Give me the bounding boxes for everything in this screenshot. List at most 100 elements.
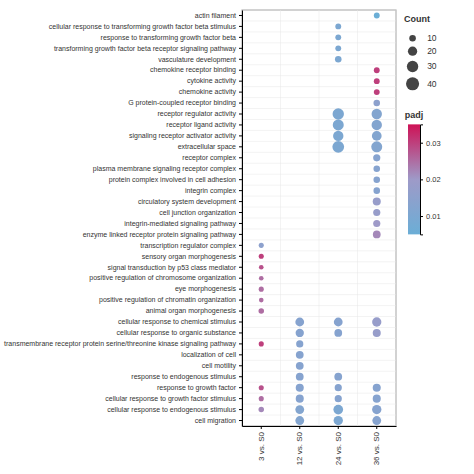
y-tick-mark xyxy=(239,278,242,279)
dot xyxy=(295,405,304,414)
x-tick: 36 vs. S0 xyxy=(372,426,381,465)
x-tick-label: 3 vs. S0 xyxy=(257,431,266,460)
plot-area: actin filamentcellular response to trans… xyxy=(4,10,396,465)
size-legend-dot xyxy=(409,35,416,42)
y-tick-label: integrin complex xyxy=(185,187,236,195)
y-tick-label: sensory organ morphogenesis xyxy=(142,253,237,261)
y-tick-mark xyxy=(239,212,242,213)
plot-frame xyxy=(242,10,396,426)
x-tick-mark xyxy=(338,426,339,429)
x-tick: 12 vs. S0 xyxy=(295,426,304,465)
y-tick-label: cellular response to transforming growth… xyxy=(49,23,237,31)
dot xyxy=(333,131,343,141)
dot xyxy=(296,373,304,381)
y-tick: cellular response to transforming growth… xyxy=(49,23,242,31)
x-tick-label: 36 vs. S0 xyxy=(372,431,381,465)
y-tick-mark xyxy=(239,234,242,235)
dot xyxy=(373,176,380,183)
y-tick: localization of cell xyxy=(181,351,242,358)
dot xyxy=(335,34,341,40)
dot xyxy=(259,243,264,248)
colorbar-tick-label: 0.01 xyxy=(426,212,441,221)
dot xyxy=(259,385,264,390)
y-axis: actin filamentcellular response to trans… xyxy=(4,11,242,427)
chart: actin filamentcellular response to trans… xyxy=(0,0,474,474)
y-tick-mark xyxy=(239,103,242,104)
dot xyxy=(259,308,264,313)
y-tick: signaling receptor activator activity xyxy=(129,132,242,140)
y-tick-label: protein complex involved in cell adhesio… xyxy=(109,176,236,184)
y-tick-label: positive regulation of chromatin organiz… xyxy=(99,296,236,304)
y-tick: transforming growth factor beta receptor… xyxy=(54,45,242,53)
grid-line xyxy=(396,10,397,426)
y-axis-line xyxy=(242,11,243,427)
dot xyxy=(372,131,382,141)
y-tick-label: signaling receptor activator activity xyxy=(129,132,236,140)
dot xyxy=(373,329,381,337)
y-tick-label: localization of cell xyxy=(181,351,236,358)
y-tick-label: cell motility xyxy=(202,362,237,370)
y-tick-label: response to endogenous stimulus xyxy=(131,373,236,381)
y-tick-label: signal transduction by p53 class mediato… xyxy=(108,264,237,272)
dot xyxy=(372,416,381,425)
y-tick-label: chemokine activity xyxy=(179,88,237,96)
y-tick-mark xyxy=(239,365,242,366)
dot xyxy=(296,384,304,392)
dot xyxy=(373,395,381,403)
colorbar-tick-mark xyxy=(420,179,423,180)
dot xyxy=(259,276,264,281)
y-tick: response to growth factor xyxy=(157,384,242,392)
y-tick: response to endogenous stimulus xyxy=(131,373,242,381)
dot xyxy=(373,384,381,392)
dot xyxy=(373,220,380,227)
dot xyxy=(334,329,342,337)
y-tick-mark xyxy=(239,409,242,410)
dot xyxy=(373,198,381,206)
dot xyxy=(372,109,382,119)
y-tick-label: response to transforming growth factor b… xyxy=(101,34,237,42)
x-tick-mark xyxy=(376,426,377,429)
size-legend-dot xyxy=(407,61,418,72)
y-tick: circulatory system development xyxy=(138,198,242,206)
y-tick: integrin-mediated signaling pathway xyxy=(124,220,242,228)
dot xyxy=(374,67,380,73)
y-tick-label: cellular response to organic substance xyxy=(117,329,237,337)
y-tick-label: transcription regulator complex xyxy=(140,242,236,250)
y-tick-mark xyxy=(239,332,242,333)
dot xyxy=(374,89,380,95)
dot xyxy=(296,340,303,347)
dot xyxy=(259,298,264,303)
colorbar-tick: 0.01 xyxy=(420,212,441,221)
dot xyxy=(259,407,264,412)
y-tick: G protein-coupled receptor binding xyxy=(128,99,242,107)
y-tick-label: chemokine receptor binding xyxy=(150,66,236,74)
y-tick-label: eye morphogenesis xyxy=(175,285,237,293)
dot xyxy=(259,341,264,346)
y-tick-label: enzyme linked receptor protein signaling… xyxy=(83,231,237,239)
y-tick: positive regulation of chromosome organi… xyxy=(89,274,242,282)
dots xyxy=(259,13,383,426)
y-tick-label: cell junction organization xyxy=(159,209,236,217)
y-tick-mark xyxy=(239,114,242,115)
size-legend-label: 10 xyxy=(427,33,437,43)
size-legend-dot xyxy=(406,77,419,90)
colorbar-tick: 0.03 xyxy=(420,139,441,148)
y-tick: chemokine activity xyxy=(179,88,242,96)
y-tick: cellular response to chemical stimulus xyxy=(118,318,242,326)
dot xyxy=(373,187,380,194)
dot xyxy=(296,329,304,337)
dot xyxy=(373,154,380,161)
y-tick-mark xyxy=(239,267,242,268)
y-tick-label: cellular response to growth factor stimu… xyxy=(105,395,236,403)
dot xyxy=(334,318,343,327)
y-tick-mark xyxy=(239,70,242,71)
x-tick: 3 vs. S0 xyxy=(257,426,266,461)
y-tick-label: vasculature development xyxy=(158,56,236,64)
y-tick-mark xyxy=(239,343,242,344)
y-tick-mark xyxy=(239,387,242,388)
y-tick-mark xyxy=(239,135,242,136)
dot xyxy=(372,120,382,130)
x-tick-label: 12 vs. S0 xyxy=(295,431,304,465)
size-legend: Count10203040 xyxy=(404,14,437,90)
dot xyxy=(335,384,342,391)
